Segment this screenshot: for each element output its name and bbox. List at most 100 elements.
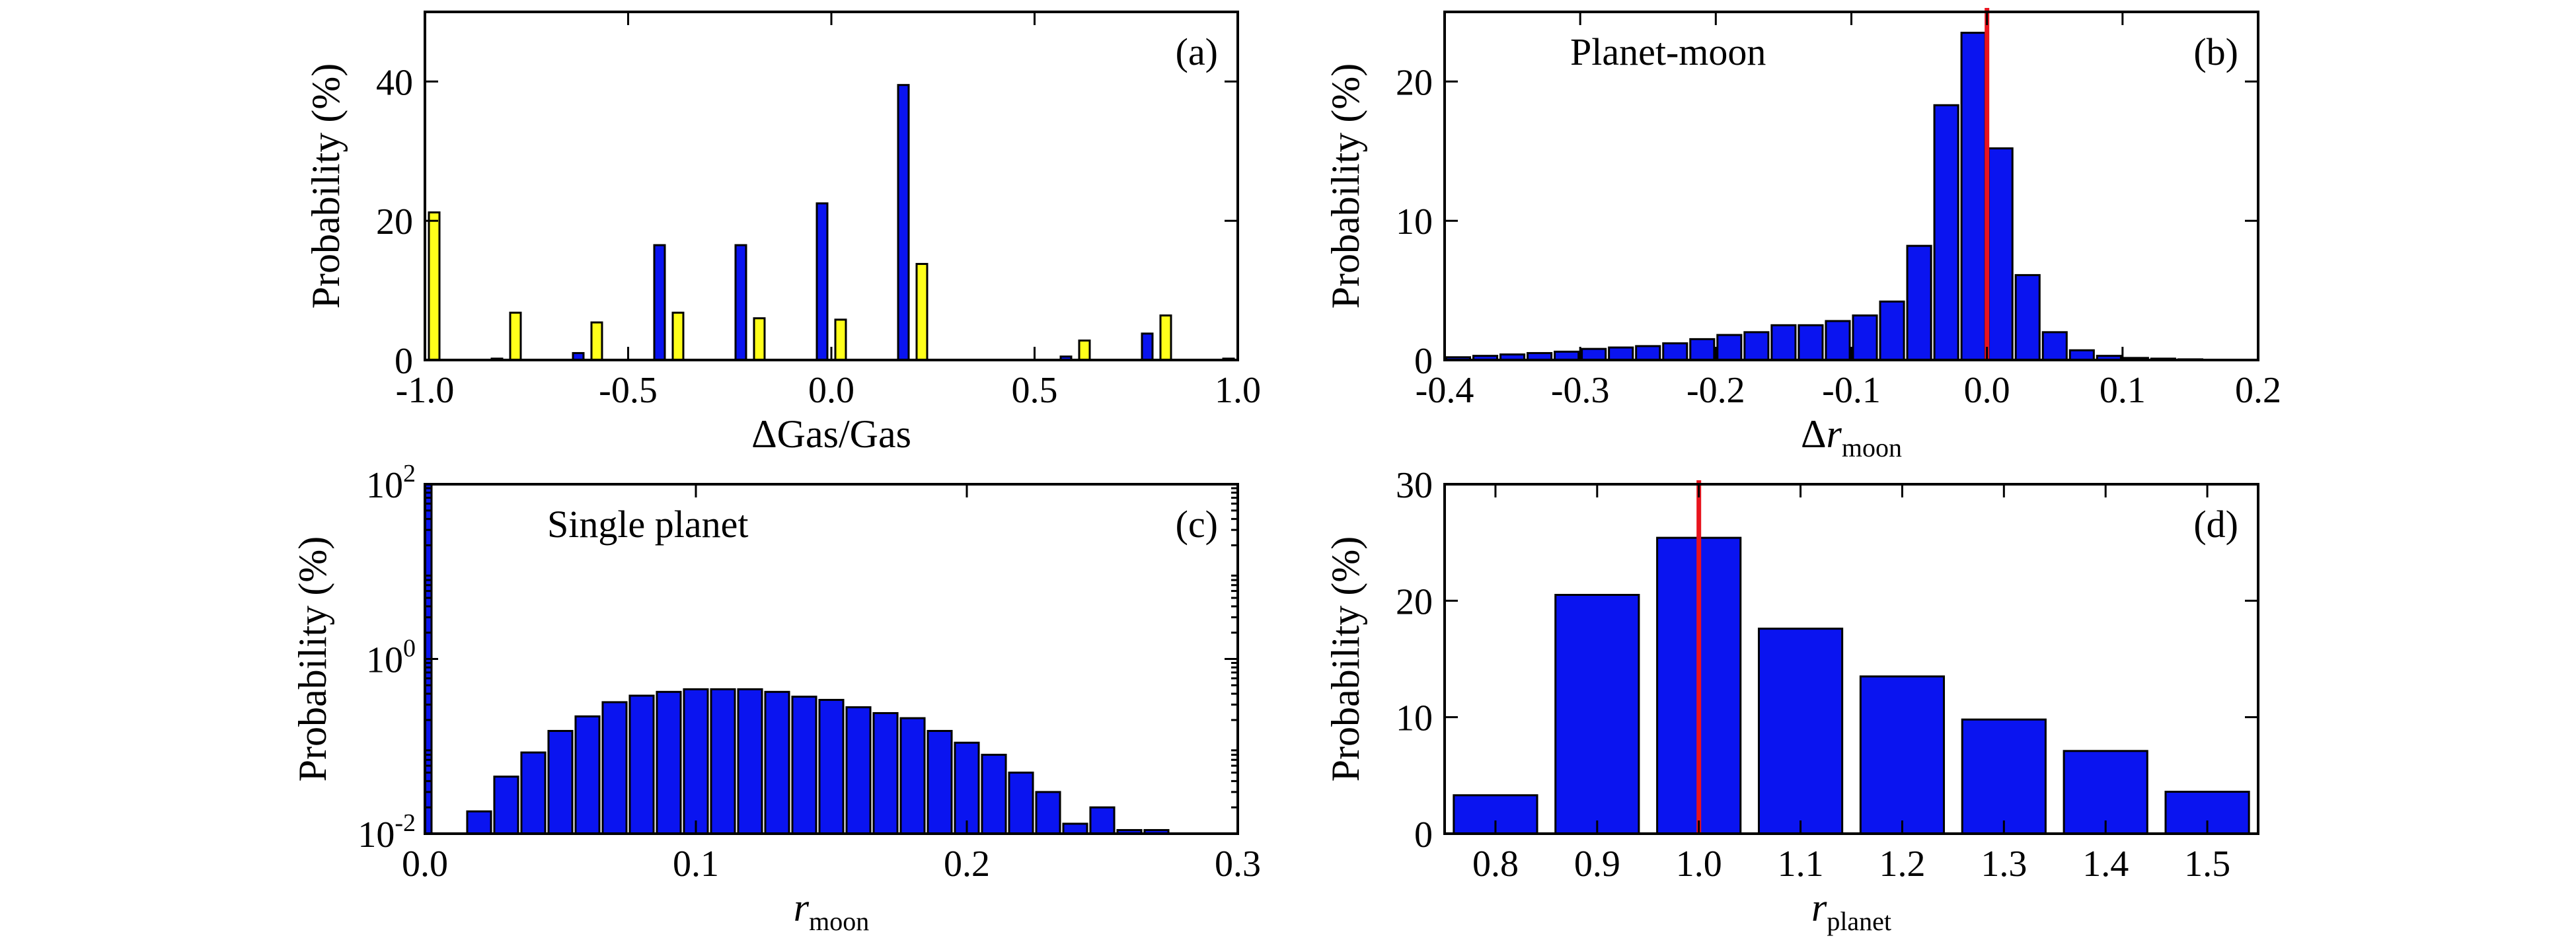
bar-b-15	[1852, 314, 1878, 361]
xtick-label-a-1: -0.5	[599, 370, 658, 411]
xtick-label-d-2: 1.0	[1676, 844, 1722, 885]
ylabel-b: Probability (%)	[1324, 63, 1367, 309]
xtick-label-d-4: 1.2	[1879, 844, 1925, 885]
bar-a-s1-0	[428, 211, 441, 361]
bar-c-15	[845, 706, 872, 835]
bar-a-s0-6	[897, 84, 910, 361]
bar-c-16	[872, 711, 899, 835]
axes-frame-b	[1443, 11, 2259, 361]
bar-b-23	[2068, 349, 2095, 361]
axes-frame-d	[1443, 483, 2259, 835]
bar-a-s0-9	[1141, 332, 1154, 361]
bar-a-s1-1	[509, 311, 522, 361]
bar-c-2	[493, 776, 519, 835]
bar-b-13	[1798, 324, 1824, 361]
xlabel-b: Δrmoon	[1801, 412, 1902, 462]
bar-d-3	[1757, 628, 1844, 835]
bar-a-s1-6	[915, 263, 928, 361]
xtick-label-d-7: 1.5	[2184, 844, 2230, 885]
ytick-label-a-0: 0	[395, 341, 413, 382]
bar-c-4	[547, 729, 574, 835]
bar-a-s1-9	[1159, 314, 1172, 361]
panel-label-a: (a)	[1176, 30, 1218, 73]
bar-b-11	[1743, 331, 1770, 361]
bar-a-s0-3	[653, 244, 666, 361]
bar-a-s1-2	[590, 321, 603, 361]
xtick-label-c-0: 0.0	[402, 844, 448, 885]
xlabel-a: ΔGas/Gas	[751, 412, 911, 456]
bar-d-4	[1859, 675, 1946, 835]
bar-b-19	[1960, 32, 1987, 361]
bar-d-1	[1554, 594, 1640, 835]
bar-b-12	[1770, 324, 1797, 361]
bar-c-8	[656, 690, 682, 835]
xlabel-d: rplanet	[1811, 886, 1891, 936]
bar-b-10	[1716, 334, 1743, 361]
bar-d-5	[1961, 718, 2047, 835]
bar-b-8	[1662, 342, 1688, 361]
bar-c-1	[466, 810, 492, 835]
bar-c-20	[981, 754, 1007, 835]
panel-label-c: (c)	[1176, 503, 1218, 546]
xtick-label-a-3: 0.5	[1012, 370, 1058, 411]
bar-b-22	[2041, 331, 2068, 361]
panel-d: 0.8 0.9 1.0 1.1 1.2 1.3 1.4 1.5 0 10 20 30 rplanet Pr…	[1324, 465, 2259, 936]
bar-c-22	[1035, 791, 1061, 835]
bar-c-23	[1062, 822, 1088, 835]
bar-c-5	[574, 715, 601, 835]
xlabel-c: rmoon	[794, 886, 869, 936]
xtick-label-d-6: 1.4	[2082, 844, 2129, 885]
bar-c-10	[710, 688, 736, 835]
xtick-label-a-0: -1.0	[396, 370, 455, 411]
bar-c-18	[927, 729, 953, 835]
bar-c-14	[818, 698, 845, 835]
bar-a-s1-5	[834, 318, 847, 361]
xtick-label-d-0: 0.8	[1472, 844, 1519, 885]
axes-frame-a	[424, 11, 1239, 361]
bar-b-6	[1608, 346, 1634, 361]
xtick-label-d-5: 1.3	[1981, 844, 2027, 885]
bar-c-12	[764, 690, 790, 835]
xtick-label-a-2: 0.0	[808, 370, 854, 411]
panel-label-d: (d)	[2193, 503, 2238, 546]
bar-a-s0-4	[734, 244, 747, 361]
bar-b-18	[1933, 104, 1959, 361]
ytick-label-a-1: 20	[376, 201, 413, 242]
ytick-label-c-2: 102	[366, 460, 416, 506]
xtick-label-b-5: 0.1	[2100, 370, 2146, 411]
bar-c-3	[520, 751, 547, 835]
bar-a-s1-3	[671, 311, 685, 361]
bar-b-17	[1906, 244, 1932, 361]
bar-b-20	[1987, 147, 2014, 361]
ylabel-d: Probability (%)	[1324, 536, 1367, 782]
bar-b-7	[1635, 345, 1661, 361]
bar-b-16	[1879, 300, 1905, 361]
bar-b-9	[1689, 338, 1716, 361]
bars-a	[428, 84, 1235, 361]
xtick-label-c-1: 0.1	[673, 844, 719, 885]
bars-b	[1445, 32, 2231, 361]
annotation-b: Planet-moon	[1570, 30, 1766, 73]
bar-a-s0-5	[815, 202, 829, 361]
bar-b-21	[2014, 273, 2041, 361]
ytick-label-a-2: 40	[376, 62, 413, 103]
xtick-label-c-3: 0.3	[1215, 844, 1261, 885]
ytick-label-b-2: 20	[1396, 62, 1433, 103]
panel-b: -0.4 -0.3 -0.2 -0.1 0.0 0.1 0.2 0 10 20 Δrmoon Prob…	[1324, 8, 2281, 462]
bar-c-6	[601, 701, 628, 835]
xtick-label-b-4: 0.0	[1964, 370, 2010, 411]
xtick-label-b-0: -0.4	[1416, 370, 1474, 411]
bar-c-19	[954, 741, 980, 835]
ytick-label-c-1: 100	[366, 635, 416, 681]
panel-c: 0.0 0.1 0.2 0.3 10-2 100 102 rmoon Probability (…	[291, 460, 1261, 936]
annotation-c: Single planet	[547, 503, 748, 546]
xtick-label-b-6: 0.2	[2235, 370, 2281, 411]
xtick-label-b-3: -0.1	[1822, 370, 1881, 411]
bars-c	[424, 483, 1170, 835]
bar-c-24	[1089, 806, 1116, 835]
panel-label-b: (b)	[2193, 30, 2238, 73]
ytick-label-b-0: 0	[1414, 341, 1433, 382]
ytick-label-d-0: 0	[1414, 815, 1433, 855]
ytick-label-c-0: 10-2	[358, 809, 416, 855]
